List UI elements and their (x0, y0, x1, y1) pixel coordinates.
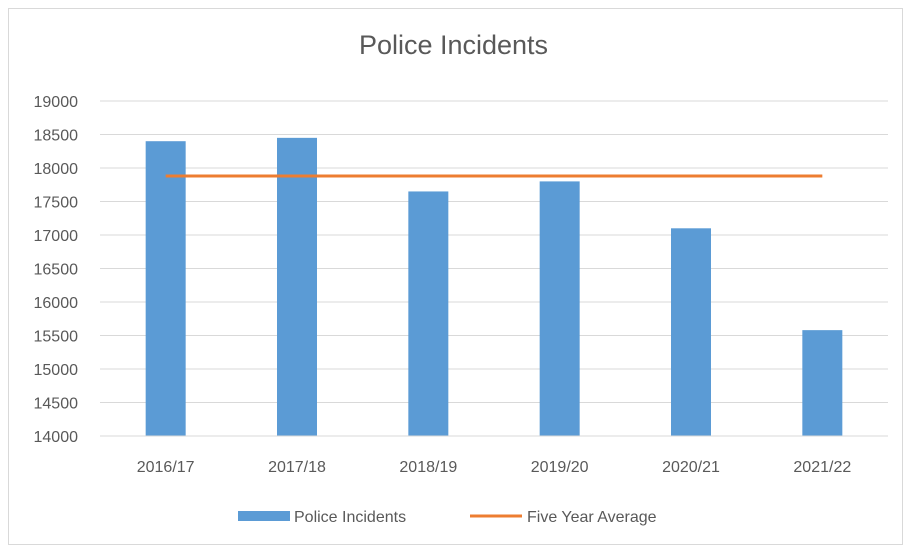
legend-swatch-police-incidents (238, 511, 290, 521)
chart-title: Police Incidents (358, 30, 549, 60)
bar-2016/17 (145, 141, 186, 436)
bars (145, 137, 843, 436)
y-tick-label: 16000 (34, 295, 79, 312)
legend: Police Incidents Five Year Average (238, 509, 657, 526)
x-tick-label: 2019/20 (531, 459, 589, 476)
y-tick-label: 17000 (34, 228, 79, 245)
x-tick-label: 2016/17 (137, 459, 195, 476)
y-tick-label: 14500 (34, 396, 79, 413)
y-axis-ticks: 14000 14500 15000 15500 16000 16500 17000 17500… (34, 94, 79, 446)
y-tick-label: 15500 (34, 329, 79, 346)
y-tick-label: 18000 (34, 161, 79, 178)
y-tick-label: 14000 (34, 429, 79, 446)
x-tick-label: 2017/18 (268, 459, 326, 476)
gridlines (100, 100, 888, 403)
bar-2018/19 (408, 191, 449, 436)
bar-2019/20 (539, 181, 580, 436)
bar-2021/22 (802, 330, 843, 436)
y-tick-label: 19000 (34, 94, 79, 111)
bar-2020/21 (671, 228, 711, 436)
x-tick-label: 2018/19 (399, 459, 457, 476)
legend-label-five-year-average: Five Year Average (527, 509, 657, 526)
y-tick-label: 16500 (34, 262, 79, 279)
legend-label-police-incidents: Police Incidents (294, 509, 406, 526)
x-tick-label: 2021/22 (793, 459, 851, 476)
x-axis-ticks: 2016/17 2017/18 2018/19 2019/20 2020/21 2021/… (137, 459, 852, 476)
x-tick-label: 2020/21 (662, 459, 720, 476)
y-tick-label: 17500 (34, 195, 79, 212)
y-tick-label: 15000 (34, 362, 79, 379)
y-tick-label: 18500 (34, 128, 79, 145)
bar-2017/18 (277, 137, 317, 436)
